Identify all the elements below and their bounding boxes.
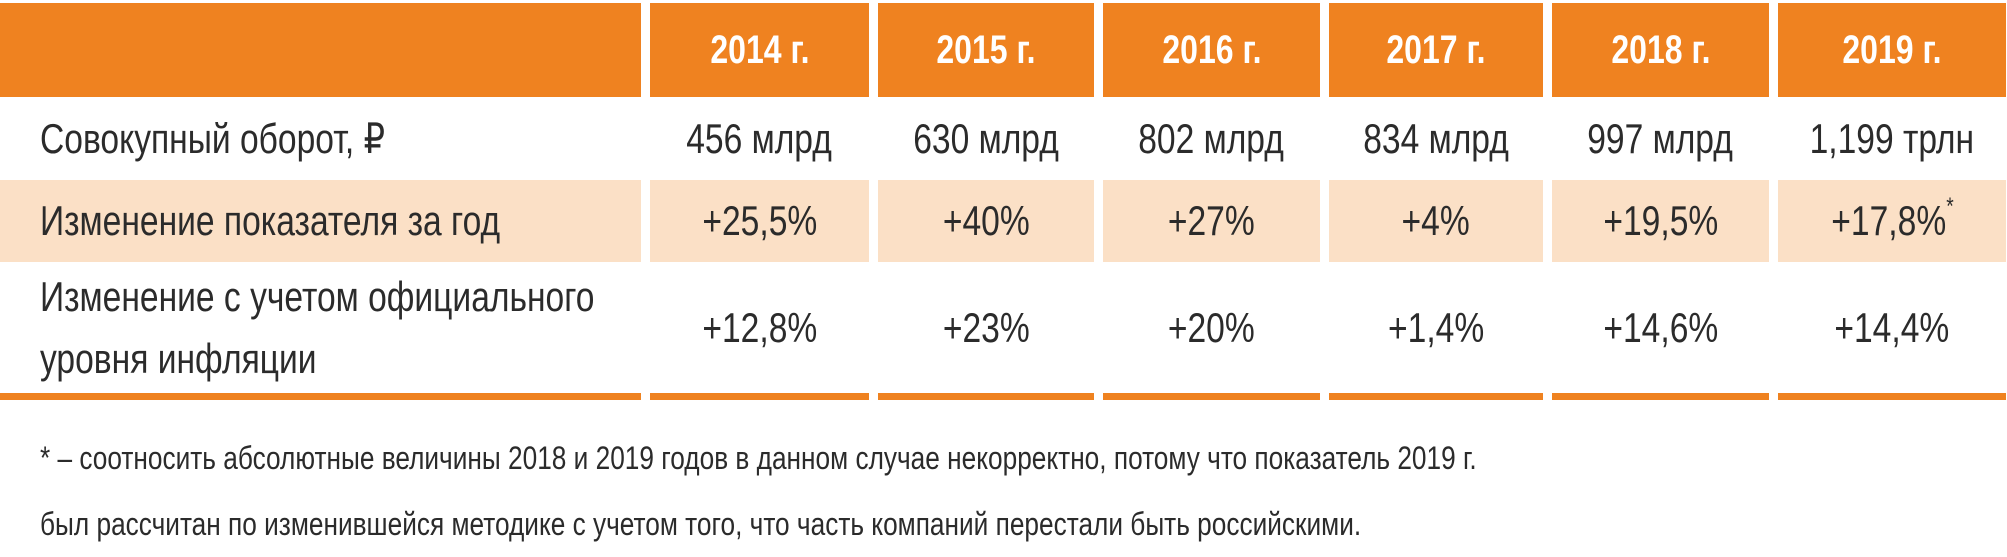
table-cell: +14,6% xyxy=(1603,303,1718,351)
table-cell: +17,8%* xyxy=(1778,180,2006,262)
table-cell: +14,4% xyxy=(1834,303,1950,351)
header-empty-cell xyxy=(0,3,641,97)
bottom-border xyxy=(650,393,869,400)
table-cell: +40% xyxy=(878,180,1094,262)
data-table: 2014 г. 2015 г. 2016 г. 2017 г. 2018 г. … xyxy=(0,3,2007,400)
table-cell: 630 млрд xyxy=(913,114,1059,162)
table-cell: +1,4% xyxy=(1387,303,1485,351)
header-year: 2019 г. xyxy=(1778,3,2006,97)
table-cell: +4% xyxy=(1329,180,1543,262)
bottom-border xyxy=(878,393,1094,400)
bottom-border xyxy=(0,393,641,400)
header-year: 2017 г. xyxy=(1329,3,1543,97)
footnote-mark: * xyxy=(1945,193,1954,220)
table-cell: +23% xyxy=(942,303,1030,351)
table-cell: +27% xyxy=(1103,180,1320,262)
row-label-turnover: Совокупный оборот, ₽ xyxy=(40,114,385,162)
bottom-border xyxy=(1329,393,1543,400)
header-year: 2015 г. xyxy=(878,3,1094,97)
table-cell: 456 млрд xyxy=(686,114,833,162)
header-year: 2016 г. xyxy=(1103,3,1320,97)
table-cell: 802 млрд xyxy=(1138,114,1285,162)
table-cell: +20% xyxy=(1168,303,1255,351)
table-cell: 997 млрд xyxy=(1587,114,1734,162)
table-cell: 834 млрд xyxy=(1363,114,1509,162)
table-cell: +25,5% xyxy=(650,180,869,262)
table-cell: +19,5% xyxy=(1552,180,1769,262)
row-label-inflation-adjusted: Изменение с учетом официального уровня ин… xyxy=(40,272,595,382)
row-label-yearly-change: Изменение показателя за год xyxy=(0,180,641,262)
bottom-border xyxy=(1778,393,2006,400)
footnote: * – соотносить абсолютные величины 2018 … xyxy=(40,440,1477,542)
header-year: 2018 г. xyxy=(1552,3,1769,97)
table-cell: +12,8% xyxy=(702,303,817,351)
bottom-border xyxy=(1552,393,1769,400)
table-cell: 1,199 трлн xyxy=(1809,114,1975,162)
header-year: 2014 г. xyxy=(650,3,869,97)
bottom-border xyxy=(1103,393,1320,400)
